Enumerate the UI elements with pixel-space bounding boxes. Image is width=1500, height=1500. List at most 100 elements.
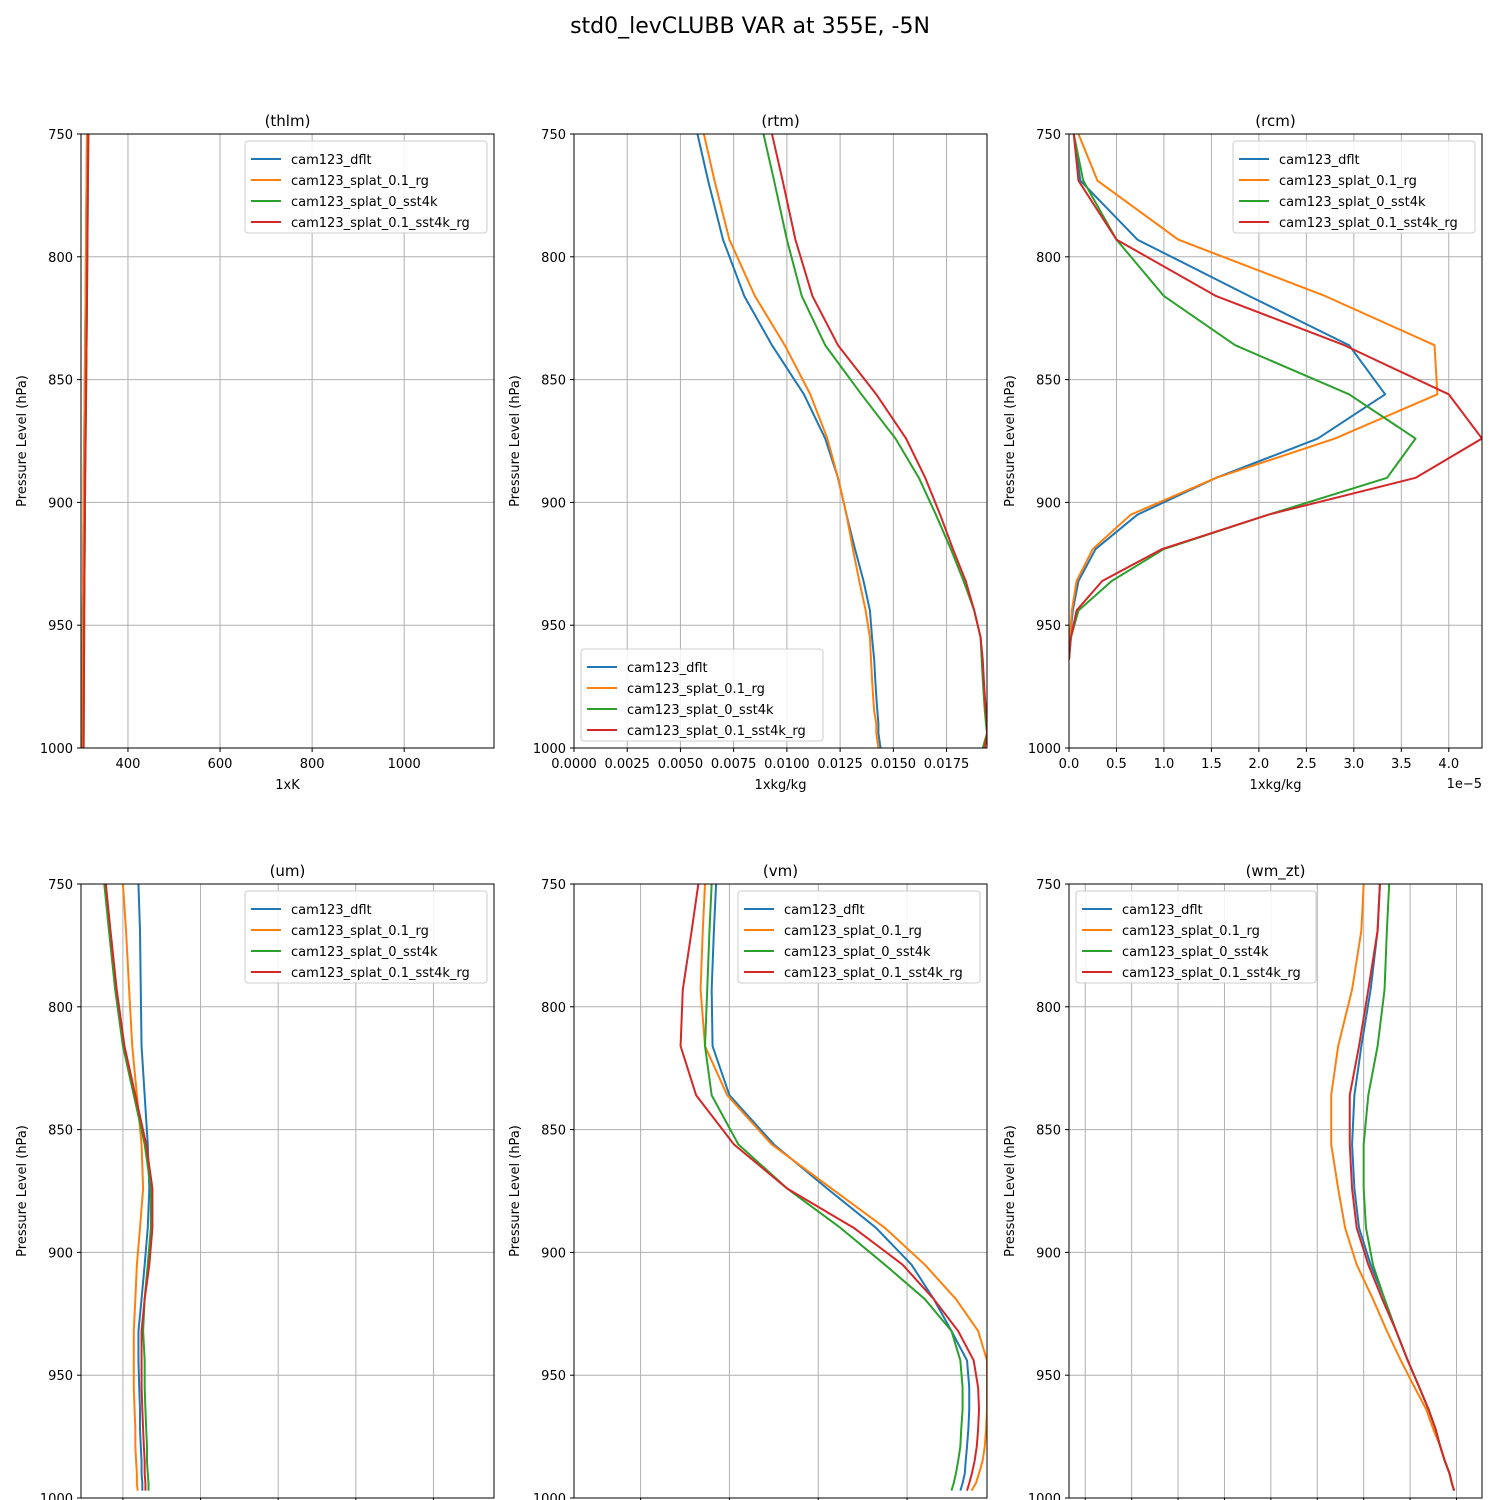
series-line-cam123_splat_0.1_rg [699, 884, 987, 1492]
plot-frame [573, 883, 988, 1499]
x-tick-label: 1.0 [1154, 757, 1175, 772]
legend-label-cam123_dflt: cam123_dflt [1279, 153, 1360, 168]
legend-box [1232, 140, 1476, 234]
x-axis-label: 1xkg/kg [755, 778, 807, 793]
x-tick-label: 400 [116, 757, 141, 772]
legend-box [244, 140, 488, 234]
y-tick-label: 900 [541, 496, 566, 511]
series-line-cam123_splat_0_sst4k [1069, 134, 1417, 660]
y-tick-label: 950 [541, 619, 566, 634]
legend-box [737, 890, 981, 984]
legend-box [580, 648, 824, 742]
legend-label-cam123_splat_0.1_sst4k_rg: cam123_splat_0.1_sst4k_rg [627, 724, 806, 739]
legend-label-cam123_splat_0.1_sst4k_rg: cam123_splat_0.1_sst4k_rg [1122, 966, 1301, 981]
x-tick-label: 0.0025 [604, 757, 650, 772]
x-axis-label: 1xkg/kg [1250, 778, 1302, 793]
y-tick-label: 1000 [40, 1492, 73, 1500]
y-tick-label: 1000 [533, 742, 566, 757]
series-line-cam123_splat_0.1_rg [1330, 884, 1456, 1491]
legend-label-cam123_splat_0_sst4k: cam123_splat_0_sst4k [1279, 195, 1426, 210]
legend-label-cam123_splat_0.1_sst4k_rg: cam123_splat_0.1_sst4k_rg [291, 216, 470, 231]
plot-frame [573, 133, 988, 749]
series-line-cam123_splat_0.1_sst4k_rg [679, 884, 981, 1491]
panel-title: (rcm) [1255, 112, 1295, 130]
y-tick-label: 950 [48, 619, 73, 634]
y-tick-label: 1000 [1028, 742, 1061, 757]
panel-title: (wm_zt) [1246, 862, 1306, 881]
x-tick-label: 3.5 [1391, 757, 1412, 772]
y-axis-label: Pressure Level (hPa) [508, 375, 523, 507]
plot-frame [1068, 883, 1483, 1499]
legend-label-cam123_dflt: cam123_dflt [291, 153, 372, 168]
series-line-cam123_dflt [137, 884, 151, 1491]
y-tick-label: 900 [48, 496, 73, 511]
x-tick-label: 0.0125 [817, 757, 863, 772]
legend-label-cam123_splat_0_sst4k: cam123_splat_0_sst4k [291, 195, 438, 210]
legend-label-cam123_splat_0_sst4k: cam123_splat_0_sst4k [1122, 945, 1269, 960]
y-tick-label: 900 [1036, 1246, 1061, 1261]
y-axis-label: Pressure Level (hPa) [15, 1125, 30, 1257]
panel-title: (um) [270, 862, 306, 880]
legend-label-cam123_splat_0.1_rg: cam123_splat_0.1_rg [784, 924, 922, 939]
panel-vm: (vm)−202475080085090095010001xm/sPressur… [508, 862, 988, 1500]
y-tick-label: 1000 [40, 742, 73, 757]
panel-wm-zt: (wm_zt)−0.016−0.014−0.012−0.010−0.008−0.… [1003, 862, 1483, 1500]
legend-label-cam123_splat_0.1_rg: cam123_splat_0.1_rg [291, 174, 429, 189]
panel-rcm: (rcm) 0.0 0.5 1.0 1.5 2.0 2.5 3.0 3.5 4.0 750 800 85… [1003, 112, 1483, 793]
y-tick-label: 800 [1036, 1001, 1061, 1016]
y-tick-label: 850 [541, 1124, 566, 1139]
series-line-cam123_dflt [710, 884, 971, 1491]
panel-title: (thlm) [265, 112, 311, 130]
series-line-cam123_splat_0.1_rg [702, 134, 880, 748]
y-tick-label: 800 [541, 251, 566, 266]
series-line-cam123_dflt [696, 134, 882, 748]
x-tick-label: 3.0 [1343, 757, 1364, 772]
y-tick-label: 800 [48, 1001, 73, 1016]
series-line-cam123_splat_0_sst4k [704, 884, 964, 1491]
x-tick-label: 2.0 [1249, 757, 1270, 772]
panel-thlm: (thlm) 400 600 800 1000 750 800 850 900 950 1000 1x… [15, 112, 495, 793]
legend-label-cam123_splat_0.1_rg: cam123_splat_0.1_rg [627, 682, 765, 697]
legend-label-cam123_splat_0_sst4k: cam123_splat_0_sst4k [784, 945, 931, 960]
panel-um: (um)−505101575080085090095010001xm/sPres… [15, 862, 495, 1500]
legend-label-cam123_splat_0.1_sst4k_rg: cam123_splat_0.1_sst4k_rg [291, 966, 470, 981]
legend: cam123_dflt cam123_splat_0.1_rg cam123_spl… [1075, 890, 1317, 984]
y-tick-label: 900 [48, 1246, 73, 1261]
x-tick-label: 0.5 [1106, 757, 1127, 772]
y-tick-label: 850 [1036, 374, 1061, 389]
legend-label-cam123_dflt: cam123_dflt [1122, 903, 1203, 918]
x-tick-label: 0.0175 [924, 757, 970, 772]
legend: cam123_dflt cam123_splat_0.1_rg cam123_spl… [244, 890, 488, 984]
series-line-cam123_dflt [1069, 134, 1387, 660]
y-tick-label: 900 [1036, 496, 1061, 511]
y-tick-label: 850 [48, 1124, 73, 1139]
y-tick-label: 750 [1036, 878, 1061, 893]
offset-text: 1e−5 [1447, 777, 1482, 792]
x-tick-label: 600 [208, 757, 233, 772]
plot-frame [80, 133, 495, 749]
figure-title: std0_levCLUBB VAR at 355E, -5N [570, 14, 930, 39]
legend: cam123_dflt cam123_splat_0.1_rg cam123_spl… [1232, 140, 1476, 234]
legend-label-cam123_splat_0.1_rg: cam123_splat_0.1_rg [291, 924, 429, 939]
x-tick-label: 0.0100 [764, 757, 810, 772]
y-tick-label: 950 [541, 1369, 566, 1384]
x-tick-label: 0.0 [1059, 757, 1080, 772]
y-tick-label: 850 [1036, 1124, 1061, 1139]
x-tick-label: 1000 [388, 757, 421, 772]
y-tick-label: 800 [1036, 251, 1061, 266]
y-axis-label: Pressure Level (hPa) [508, 1125, 523, 1257]
legend-label-cam123_splat_0.1_rg: cam123_splat_0.1_rg [1279, 174, 1417, 189]
x-tick-label: 0.0150 [871, 757, 917, 772]
legend-label-cam123_splat_0_sst4k: cam123_splat_0_sst4k [627, 703, 774, 718]
y-tick-label: 750 [541, 878, 566, 893]
y-tick-label: 950 [48, 1369, 73, 1384]
series-line-cam123_splat_0.1_rg [1069, 134, 1439, 660]
legend-box [1075, 890, 1317, 984]
series-line-cam123_splat_0_sst4k [762, 134, 987, 748]
y-axis-label: Pressure Level (hPa) [1003, 375, 1018, 507]
y-tick-label: 1000 [533, 1492, 566, 1500]
y-tick-label: 800 [48, 251, 73, 266]
plot-frame [80, 883, 495, 1499]
series-line-cam123_splat_0.1_sst4k_rg [1069, 134, 1482, 660]
legend-label-cam123_splat_0.1_rg: cam123_splat_0.1_rg [1122, 924, 1260, 939]
